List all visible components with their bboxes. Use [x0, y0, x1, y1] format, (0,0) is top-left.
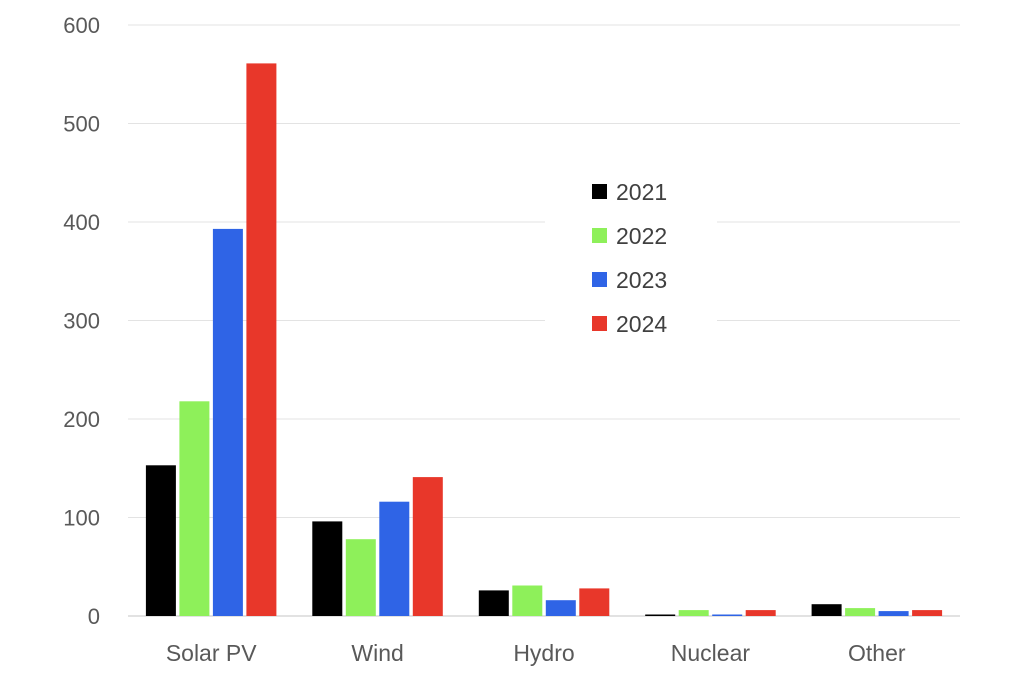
bar-hydro-2022 [512, 585, 543, 616]
bar-nuclear-2021 [645, 614, 676, 616]
bar-other-2022 [845, 608, 876, 616]
y-tick-label-400: 400 [63, 210, 100, 235]
legend-label-2021: 2021 [616, 179, 667, 205]
y-tick-label-100: 100 [63, 506, 100, 531]
legend: 2021 2022 2023 2024 [545, 165, 717, 347]
x-axis-categories: Solar PV Wind Hydro Nuclear Other [166, 640, 906, 666]
y-tick-label-300: 300 [63, 309, 100, 334]
legend-swatch-2022 [592, 228, 607, 243]
bars [145, 63, 943, 616]
bar-solar-pv-2021 [145, 465, 176, 616]
legend-label-2022: 2022 [616, 223, 667, 249]
y-tick-label-0: 0 [88, 604, 100, 629]
legend-swatch-2021 [592, 184, 607, 199]
bar-wind-2021 [312, 521, 343, 616]
x-category-label-hydro: Hydro [513, 640, 574, 666]
x-category-label-solar-pv: Solar PV [166, 640, 257, 666]
x-category-label-other: Other [848, 640, 906, 666]
bar-hydro-2023 [545, 600, 576, 616]
legend-label-2023: 2023 [616, 267, 667, 293]
x-category-label-wind: Wind [351, 640, 403, 666]
bar-wind-2023 [379, 501, 410, 616]
bar-wind-2022 [345, 539, 376, 616]
y-tick-label-200: 200 [63, 407, 100, 432]
bar-solar-pv-2022 [179, 401, 210, 616]
legend-label-2024: 2024 [616, 311, 667, 337]
legend-swatch-2024 [592, 316, 607, 331]
y-axis-ticks: 0 100 200 300 400 500 600 [63, 13, 100, 629]
bar-nuclear-2022 [678, 610, 709, 616]
y-tick-label-500: 500 [63, 112, 100, 137]
bar-solar-pv-2024 [246, 63, 277, 616]
legend-background [545, 165, 717, 347]
bar-wind-2024 [412, 477, 443, 616]
bar-other-2023 [878, 611, 909, 616]
x-category-label-nuclear: Nuclear [671, 640, 751, 666]
bar-nuclear-2024 [745, 610, 776, 616]
bar-nuclear-2023 [712, 614, 743, 616]
bar-solar-pv-2023 [212, 228, 243, 616]
bar-other-2024 [912, 610, 943, 616]
y-tick-label-600: 600 [63, 13, 100, 38]
bar-hydro-2024 [579, 588, 610, 616]
bar-other-2021 [811, 604, 842, 616]
bar-hydro-2021 [478, 590, 509, 616]
legend-swatch-2023 [592, 272, 607, 287]
